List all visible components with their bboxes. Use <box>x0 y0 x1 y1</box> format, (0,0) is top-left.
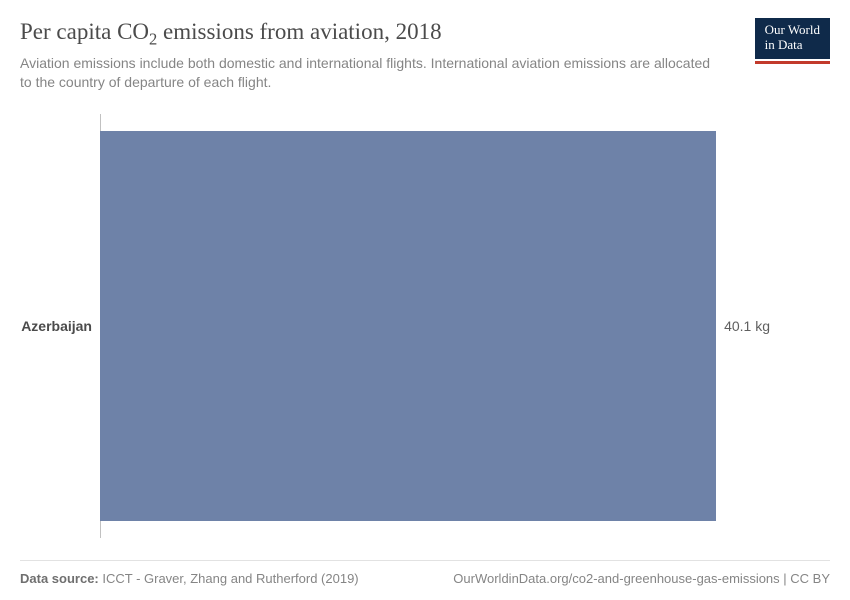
title-area: Per capita CO2 emissions from aviation, … <box>20 18 755 92</box>
chart-inner: Azerbaijan 40.1 kg <box>100 114 770 538</box>
footer: Data source: ICCT - Graver, Zhang and Ru… <box>20 560 830 586</box>
logo-line1: Our World <box>765 22 820 37</box>
bar-0 <box>100 131 716 521</box>
footer-attribution: OurWorldinData.org/co2-and-greenhouse-ga… <box>453 571 830 586</box>
logo-underline <box>755 61 830 64</box>
logo-line2: in Data <box>765 37 803 52</box>
footer-source-prefix: Data source: <box>20 571 99 586</box>
category-label-0: Azerbaijan <box>21 318 92 334</box>
footer-source-text: ICCT - Graver, Zhang and Rutherford (201… <box>99 571 359 586</box>
chart-plot-area: Azerbaijan 40.1 kg <box>20 114 830 548</box>
chart-subtitle: Aviation emissions include both domestic… <box>20 54 720 92</box>
chart-title: Per capita CO2 emissions from aviation, … <box>20 18 743 50</box>
value-label-0: 40.1 kg <box>724 318 770 334</box>
footer-source: Data source: ICCT - Graver, Zhang and Ru… <box>20 571 359 586</box>
owid-logo-text: Our World in Data <box>755 18 830 59</box>
bar-row-0: 40.1 kg <box>100 131 770 521</box>
header: Per capita CO2 emissions from aviation, … <box>20 18 830 92</box>
chart-container: Per capita CO2 emissions from aviation, … <box>0 0 850 600</box>
owid-logo: Our World in Data <box>755 18 830 64</box>
